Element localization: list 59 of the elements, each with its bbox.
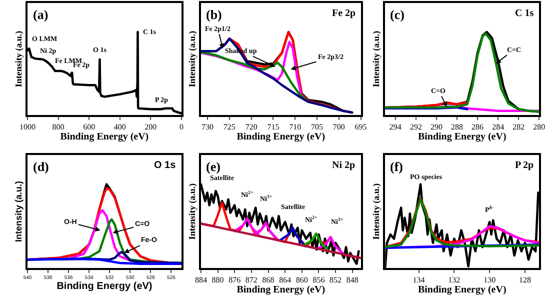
x-tick-label: 400 (114, 122, 126, 132)
x-tick-label: 884 (194, 275, 207, 284)
x-tick-label: 864 (279, 275, 292, 284)
x-tick-label: 200 (144, 122, 157, 132)
x-tick-label: 700 (332, 122, 345, 132)
text: (b) (206, 7, 222, 22)
x-tick-label: 848 (346, 275, 358, 284)
x-tick-label: 280 (533, 122, 546, 132)
x-tick-label: 130 (484, 275, 496, 284)
text: (e) (206, 159, 220, 174)
x-tick-label: 132 (448, 275, 460, 284)
text: (a) (33, 7, 48, 22)
x-tick-label: 290 (430, 122, 442, 132)
x-tick-label: 860 (296, 275, 308, 284)
chart-title: Fe 2p (332, 8, 356, 19)
x-axis-title: Binding Energy (eV) (418, 131, 506, 142)
x-tick-label: 852 (330, 275, 342, 284)
y-axis-title: Intensity (a.u.) (371, 30, 382, 88)
x-tick-label: 284 (492, 122, 504, 132)
x-tick-label: 868 (262, 275, 274, 284)
x-tick-label: 282 (512, 122, 525, 132)
x-tick-label: 0 (179, 122, 184, 132)
x-tick-label: 725 (223, 122, 236, 132)
x-tick-label: 1000 (19, 122, 36, 132)
x-axis-title: Binding Energy (eV) (236, 131, 326, 142)
x-axis-title: Binding Energy (eV) (418, 284, 506, 296)
chart-title: O 1s (154, 160, 176, 171)
x-tick-label: 872 (245, 275, 258, 284)
x-tick-label: 715 (267, 122, 280, 132)
x-tick-label: 710 (289, 122, 302, 132)
chart-title: Ni 2p (332, 160, 356, 171)
x-tick-label: 600 (83, 122, 96, 132)
x-tick-label: 730 (202, 122, 214, 132)
x-tick-label: 294 (389, 122, 402, 132)
x-tick-label: 288 (451, 122, 464, 132)
x-tick-label: 856 (312, 275, 325, 284)
x-tick-label: 695 (354, 122, 367, 132)
x-tick-label: 880 (212, 275, 224, 284)
x-axis-title: Binding Energy (eV) (56, 280, 152, 292)
y-axis-title: Intensity (a.u.) (187, 30, 198, 88)
chart-title: C 1s (515, 8, 534, 19)
y-axis-title: Intensity (a.u.) (187, 183, 198, 240)
x-axis-title: Binding Energy (eV) (60, 131, 149, 142)
x-tick-label: 705 (311, 122, 323, 132)
x-axis-title: Binding Energy (eV) (236, 284, 326, 296)
text: (d) (33, 159, 49, 174)
x-tick-label: 876 (228, 275, 241, 284)
x-tick-label: 720 (245, 122, 258, 132)
x-tick-label: 286 (472, 122, 484, 132)
x-tick-label: 800 (52, 122, 64, 132)
x-tick-label: 292 (410, 122, 422, 132)
chart-title: P 2p (515, 160, 534, 171)
y-axis-title: Intensity (a.u.) (371, 183, 382, 240)
x-tick-label: 128 (518, 275, 531, 284)
text: (f) (390, 159, 403, 174)
x-tick-label: 134 (412, 275, 425, 284)
y-axis-title: Intensity (a.u.) (14, 30, 24, 88)
text: (c) (390, 7, 404, 22)
y-axis-title: Intensity (a.u.) (14, 180, 24, 242)
